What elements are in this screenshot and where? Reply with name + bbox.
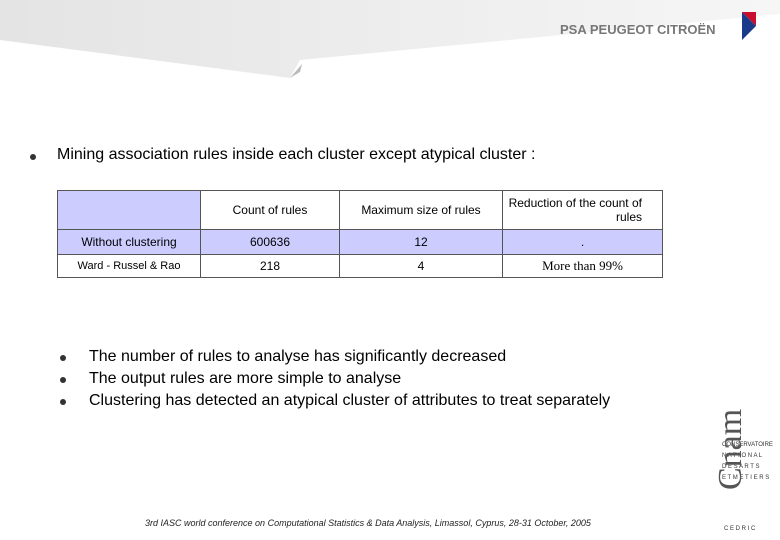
bullet: The number of rules to analyse has signi…: [89, 348, 507, 365]
brand: PSA PEUGEOT CITROËN: [560, 22, 716, 37]
logo-line: D E S A R T S: [722, 464, 760, 470]
cell: Without clustering: [57, 229, 201, 255]
cell: More than 99%: [502, 254, 663, 278]
header-cell: [57, 190, 201, 230]
logo-mark: Cnam: [712, 408, 749, 490]
bullet: Clustering has detected an atypical clus…: [89, 392, 611, 409]
logo-line: N A T I O N A L: [722, 453, 763, 459]
cell: 12: [339, 229, 503, 255]
bullet-dot: [60, 377, 66, 383]
header-cell: Maximum size of rules: [339, 190, 503, 230]
logo-lab: C E D R I C: [724, 526, 756, 532]
intro: Mining association rules inside each clu…: [57, 146, 536, 163]
header-decor: [0, 0, 780, 78]
cell: .: [502, 229, 663, 255]
rules-table: Count of rules Maximum size of rules Red…: [57, 190, 663, 278]
logo-line: CONSERVATOIRE: [722, 442, 773, 448]
cell: 4: [339, 254, 503, 278]
logo-line: E T M E T I E R S: [722, 475, 770, 481]
bullet-dot: [60, 355, 66, 361]
header-cell: Reduction of the count of rules: [502, 190, 663, 230]
cell: Ward - Russel & Rao: [57, 254, 201, 278]
cell: 600636: [200, 229, 340, 255]
header-cell: Count of rules: [200, 190, 340, 230]
bullet-dot: [30, 154, 36, 160]
bullet-dot: [60, 399, 66, 405]
bullet: The output rules are more simple to anal…: [89, 370, 402, 387]
cell: 218: [200, 254, 340, 278]
footer: 3rd IASC world conference on Computation…: [145, 518, 591, 528]
side-logo: CONSERVATOIRE N A T I O N A L D E S A R …: [722, 440, 773, 484]
